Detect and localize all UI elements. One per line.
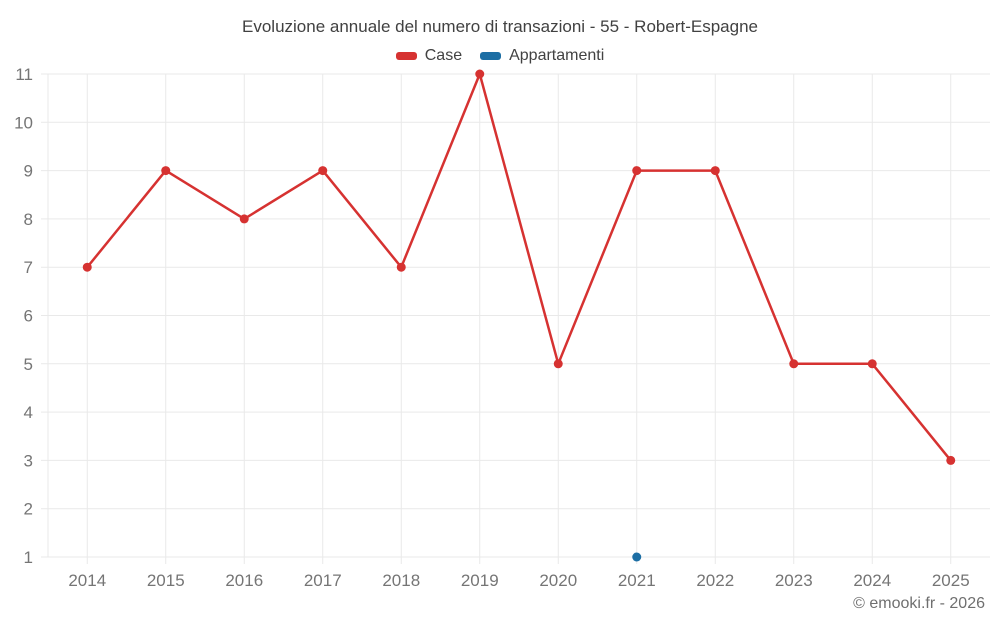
series-line: [86, 72, 952, 462]
data-point[interactable]: [318, 166, 328, 176]
data-point[interactable]: [710, 166, 720, 176]
y-axis-tick-label: 9: [24, 162, 33, 181]
legend-item-case[interactable]: Case: [395, 47, 463, 65]
data-point[interactable]: [475, 69, 485, 79]
series-appartamenti: [632, 552, 642, 562]
y-axis-tick-label: 1: [24, 548, 33, 567]
x-axis-tick-label: 2021: [618, 571, 656, 590]
data-point[interactable]: [632, 166, 642, 176]
x-axis-tick-label: 2019: [461, 571, 499, 590]
y-axis-tick-label: 6: [24, 307, 33, 326]
y-axis-tick-label: 7: [24, 258, 33, 277]
copyright-credit: © emooki.fr - 2026: [853, 595, 985, 612]
x-axis-tick-label: 2022: [696, 571, 734, 590]
x-axis-tick-label: 2014: [68, 571, 106, 590]
data-point[interactable]: [867, 359, 877, 369]
x-gridlines-and-labels: 2014 2015 2016 2017 2018 2019 2020 2021 2022 2023…: [68, 74, 970, 590]
y-gridlines-and-labels: 1 2 3 4 5 6 7 8 9 10 11: [14, 65, 990, 567]
y-axis-tick-label: 2: [24, 500, 33, 519]
chart-legend: Case Appartamenti: [0, 47, 1000, 65]
x-axis-tick-label: 2020: [539, 571, 577, 590]
x-axis-tick-label: 2024: [853, 571, 891, 590]
y-axis-tick-label: 3: [24, 451, 33, 470]
data-point[interactable]: [946, 455, 956, 465]
series-case: [82, 69, 956, 465]
x-axis-tick-label: 2025: [932, 571, 970, 590]
y-axis-tick-label: 8: [24, 210, 33, 229]
y-axis-tick-label: 5: [24, 355, 33, 374]
x-axis-tick-label: 2017: [304, 571, 342, 590]
data-point[interactable]: [82, 262, 92, 272]
data-point[interactable]: [553, 359, 563, 369]
legend-item-appartamenti[interactable]: Appartamenti: [480, 47, 604, 65]
chart-title: Evoluzione annuale del numero di transaz…: [242, 17, 758, 36]
case-series-swatch-icon: [395, 52, 417, 60]
legend-label-appartamenti: Appartamenti: [509, 47, 605, 64]
y-axis-tick-label: 10: [14, 113, 33, 132]
data-point[interactable]: [632, 552, 642, 562]
y-axis-tick-label: 4: [24, 403, 33, 422]
data-point[interactable]: [161, 166, 171, 176]
y-axis-tick-label: 11: [15, 65, 33, 84]
data-point[interactable]: [239, 214, 249, 224]
x-axis-tick-label: 2018: [382, 571, 420, 590]
x-axis-tick-label: 2016: [225, 571, 263, 590]
x-axis-tick-label: 2015: [147, 571, 185, 590]
data-point[interactable]: [396, 262, 406, 272]
x-axis-tick-label: 2023: [775, 571, 813, 590]
data-point[interactable]: [789, 359, 799, 369]
legend-label-case: Case: [424, 47, 463, 64]
appartamenti-series-swatch-icon: [480, 52, 502, 60]
